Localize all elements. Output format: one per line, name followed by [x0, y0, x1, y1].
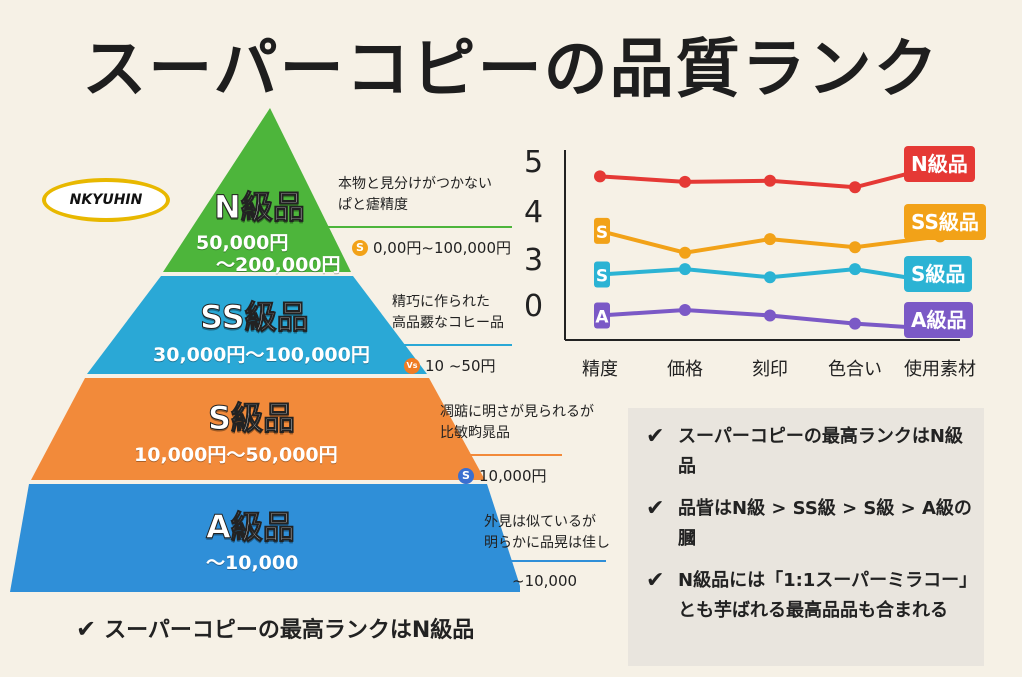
bottom-summary: ✔ スーパーコピーの最高ランクはN級品 — [76, 612, 474, 644]
coin-icon: S — [352, 239, 368, 256]
level-a-divider — [488, 560, 606, 562]
data-point — [764, 309, 776, 322]
data-point — [764, 271, 776, 284]
key-point: ✔ N級品には「1:1スーパーミラコー」とも芋ばれる最高品品も合まれる — [646, 566, 978, 626]
coin-icon: S — [458, 467, 474, 484]
key-points-panel: ✔ スーパーコピーの最高ランクはN級品 ✔ 品眥はN級 > SS級 > S級 >… — [628, 408, 984, 666]
series-mark-text: S — [596, 223, 608, 243]
legend-tag: A級品 — [904, 302, 974, 338]
level-n-price-tag: S 0,00円~100,000円 — [352, 237, 511, 258]
pyramid-tier-a — [10, 484, 520, 592]
level-a-price-tag: ~10,000 — [512, 572, 577, 590]
level-ss-name: SS級品 — [200, 298, 310, 337]
y-tick-label: 3 — [524, 243, 543, 278]
bottom-summary-text: スーパーコピーの最高ランクはN級品 — [104, 618, 475, 643]
data-point — [764, 174, 776, 187]
x-tick-label: 使用素材 — [904, 359, 976, 380]
desc-line: 外見は似ているが — [484, 514, 596, 530]
level-ss-price: 30,000円～100,000円 — [153, 344, 370, 366]
series-mark-badge — [594, 302, 610, 329]
data-point — [679, 246, 691, 259]
key-point: ✔ スーパーコピーの最高ランクはN級品 — [646, 422, 978, 482]
desc-line: 高品覈なコヒー品 — [392, 315, 504, 331]
key-point: ✔ 品眥はN級 > SS級 > S級 > A級の膕 — [646, 494, 978, 554]
level-s-price-tag: S 10,000円 — [458, 465, 547, 486]
legend-tag: S級品 — [904, 256, 973, 292]
level-ss-price-tag: Vs 10 ~50円 — [404, 355, 496, 376]
logo-text: NKYUHIN — [69, 192, 143, 208]
pyramid-tier-n — [163, 108, 351, 272]
x-tick-label: 色合い — [828, 359, 882, 380]
x-tick-label: 刻印 — [752, 359, 788, 380]
level-a-desc: 外見は似ているが 明らかに品晃は佳し — [484, 512, 610, 554]
quality-pyramid — [10, 108, 520, 592]
data-point — [679, 263, 691, 276]
desc-line: 凋踮に明さが見られるが — [440, 404, 594, 420]
x-tick-label: 価格 — [667, 359, 703, 380]
desc-line: 比敏畇晁品 — [440, 425, 510, 441]
desc-line: ぱと瘧精度 — [338, 197, 408, 213]
series-mark-badge — [594, 261, 610, 288]
level-n-name: N級品 — [214, 188, 306, 227]
data-point — [849, 317, 861, 330]
price-tag-text: 0,00円~100,000円 — [373, 239, 511, 257]
page-title: スーパーコピーの品質ランク — [82, 33, 940, 107]
level-n-price-1: 50,000円 — [196, 232, 289, 254]
check-icon: ✔ — [646, 424, 665, 449]
level-n-divider — [300, 226, 512, 228]
legend-tag: SS級品 — [904, 204, 986, 240]
level-s-divider — [430, 454, 562, 456]
check-icon: ✔ — [646, 496, 665, 521]
desc-line: 本物と見分けがつかない — [338, 176, 492, 192]
desc-line: 精巧に作られた — [392, 294, 490, 310]
data-point — [849, 263, 861, 276]
check-icon: ✔ — [76, 615, 97, 643]
price-tag-text: ~10,000 — [512, 572, 578, 590]
data-point — [679, 175, 691, 188]
price-tag-text: 10 ~50円 — [425, 357, 496, 375]
y-tick-label: 0 — [524, 289, 543, 324]
series-mark-text: S — [596, 267, 608, 287]
data-point — [764, 233, 776, 246]
price-tag-text: 10,000円 — [479, 467, 547, 485]
data-point — [594, 170, 606, 183]
level-n-price-2: ～200,000円 — [216, 254, 341, 276]
data-point — [679, 304, 691, 316]
key-point-text: スーパーコピーの最高ランクはN級品 — [678, 426, 963, 477]
data-point — [849, 241, 861, 254]
data-point — [849, 181, 861, 194]
y-tick-label: 5 — [524, 145, 543, 180]
level-s-name: S級品 — [207, 399, 296, 438]
legend-tag: N級品 — [904, 146, 975, 182]
level-s-desc: 凋踮に明さが見られるが 比敏畇晁品 — [440, 402, 594, 444]
key-point-text: N級品には「1:1スーパーミラコー」とも芋ばれる最高品品も合まれる — [678, 570, 978, 621]
pyramid-tier-ss — [87, 276, 427, 374]
level-s-price: 10,000円～50,000円 — [134, 444, 338, 466]
y-tick-label: 4 — [524, 195, 543, 230]
series-mark-badge — [594, 217, 610, 244]
coin-icon: Vs — [404, 357, 420, 374]
pyramid-tier-s — [31, 378, 485, 480]
level-ss-desc: 精巧に作られた 高品覈なコヒー品 — [392, 292, 504, 334]
level-n-desc: 本物と見分けがつかない ぱと瘧精度 — [338, 174, 492, 216]
series-mark-text: A — [595, 307, 609, 327]
logo: NKYUHIN — [42, 178, 170, 222]
level-a-price: ～10,000 — [206, 552, 299, 574]
level-ss-divider — [352, 344, 512, 346]
desc-line: 明らかに品晃は佳し — [484, 535, 610, 551]
x-tick-label: 精度 — [582, 359, 618, 380]
check-icon: ✔ — [646, 568, 665, 593]
key-point-text: 品眥はN級 > SS級 > S級 > A級の膕 — [678, 498, 972, 549]
level-a-name: A級品 — [206, 508, 296, 547]
